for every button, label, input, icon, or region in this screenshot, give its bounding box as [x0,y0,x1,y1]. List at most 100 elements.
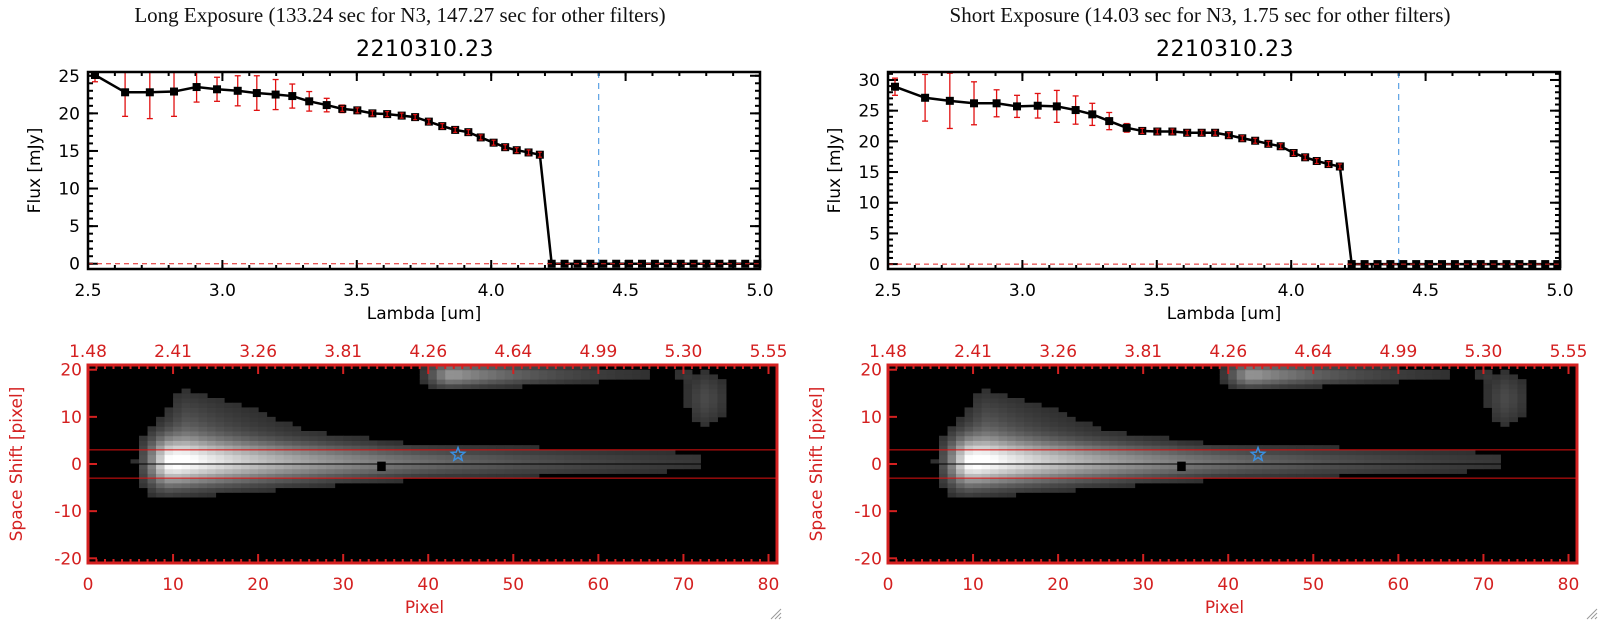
image-x-tick-label: 30 [1132,575,1154,595]
image-pixel [1092,464,1102,470]
image-pixel [1015,445,1025,451]
image-pixel [1024,473,1034,479]
image-pixel [691,393,701,399]
image-pixel [990,398,1000,404]
image-pixel [1160,468,1170,474]
image-pixel [947,478,957,484]
image-pixel [1058,478,1068,484]
image-pixel [1109,445,1119,451]
image-pixel [1389,369,1399,375]
image-pixel [1440,454,1450,460]
image-pixel [1177,445,1187,451]
x-tick-label: 3.0 [209,281,236,301]
image-pixel [1389,374,1399,380]
resize-grip-icon-left[interactable] [768,606,782,620]
image-pixel [1202,454,1212,460]
image-pixel [1228,365,1238,371]
image-pixel [1177,449,1187,456]
image-pixel [623,449,633,456]
image-pixel [981,440,991,446]
image-pixel [1313,454,1323,460]
image-pixel [453,473,463,479]
image-pixel [973,473,983,479]
image-pixel [1330,369,1340,375]
wavelength-tick-label: 4.26 [409,342,447,362]
image-pixel [173,468,183,474]
image-pixel [1262,445,1272,451]
image-pixel [1015,421,1025,427]
image-pixel [317,482,327,489]
image-pixel [1007,431,1017,437]
image-pixel [334,478,344,484]
image-pixel [674,369,684,375]
image-pixel [1415,468,1425,474]
image-pixel [453,365,463,371]
image-pixel [555,379,565,385]
image-pixel [266,468,276,474]
image-pixel [615,374,625,380]
image-pixel [368,449,378,456]
image-pixel [1109,440,1119,446]
image-pixel [496,454,506,460]
image-pixel [190,421,200,427]
image-pixel [1432,459,1442,465]
data-point [921,93,930,102]
image-pixel [640,374,650,380]
image-pixel [1364,365,1374,371]
data-point [170,87,179,96]
image-pixel [504,365,514,371]
image-pixel [275,473,285,479]
image-pixel [309,445,319,451]
image-pixel [1117,449,1127,456]
image-pixel [470,369,480,375]
image-pixel [470,459,480,465]
image-pixel [1245,369,1255,375]
image-pixel [1041,468,1051,474]
image-pixel [258,468,268,474]
image-x-tick-label: 30 [332,575,354,595]
image-pixel [1117,431,1127,437]
image-pixel [147,482,157,489]
image-pixel [1508,416,1518,423]
image-pixel [1083,482,1093,489]
image-pixel [445,449,455,456]
image-pixel [1058,435,1068,441]
image-pixel [377,454,387,460]
image-pixel [207,478,217,484]
image-pixel [173,449,183,456]
image-pixel [249,468,259,474]
image-pixel [1364,449,1374,456]
image-pixel [453,464,463,470]
image-pixel [215,421,225,427]
image-pixel [1296,473,1306,479]
image-pixel [973,431,983,437]
image-pixel [190,412,200,418]
image-pixel [666,454,676,460]
image-pixel [164,416,174,423]
image-pixel [181,407,191,413]
image-pixel [1143,440,1153,446]
image-pixel [513,374,523,380]
image-pixel [394,478,404,484]
image-pixel [1194,454,1204,460]
image-pixel [181,449,191,456]
image-pixel [504,383,514,390]
data-point [992,99,1001,108]
image-pixel [1058,416,1068,423]
image-pixel [1423,464,1433,470]
image-pixel [224,416,234,423]
image-pixel [445,464,455,470]
image-pixel [487,459,497,465]
image-pixel [377,473,387,479]
image-pixel [487,473,497,479]
resize-grip-icon-right[interactable] [1584,606,1598,620]
image-pixel [1347,379,1357,385]
image-pixel [1202,445,1212,451]
image-pixel [1202,464,1212,470]
image-pixel [947,492,957,498]
image-pixel [1075,421,1085,427]
image-pixel [470,449,480,456]
image-pixel [275,478,285,484]
data-point [271,90,280,99]
image-pixel [564,369,574,375]
